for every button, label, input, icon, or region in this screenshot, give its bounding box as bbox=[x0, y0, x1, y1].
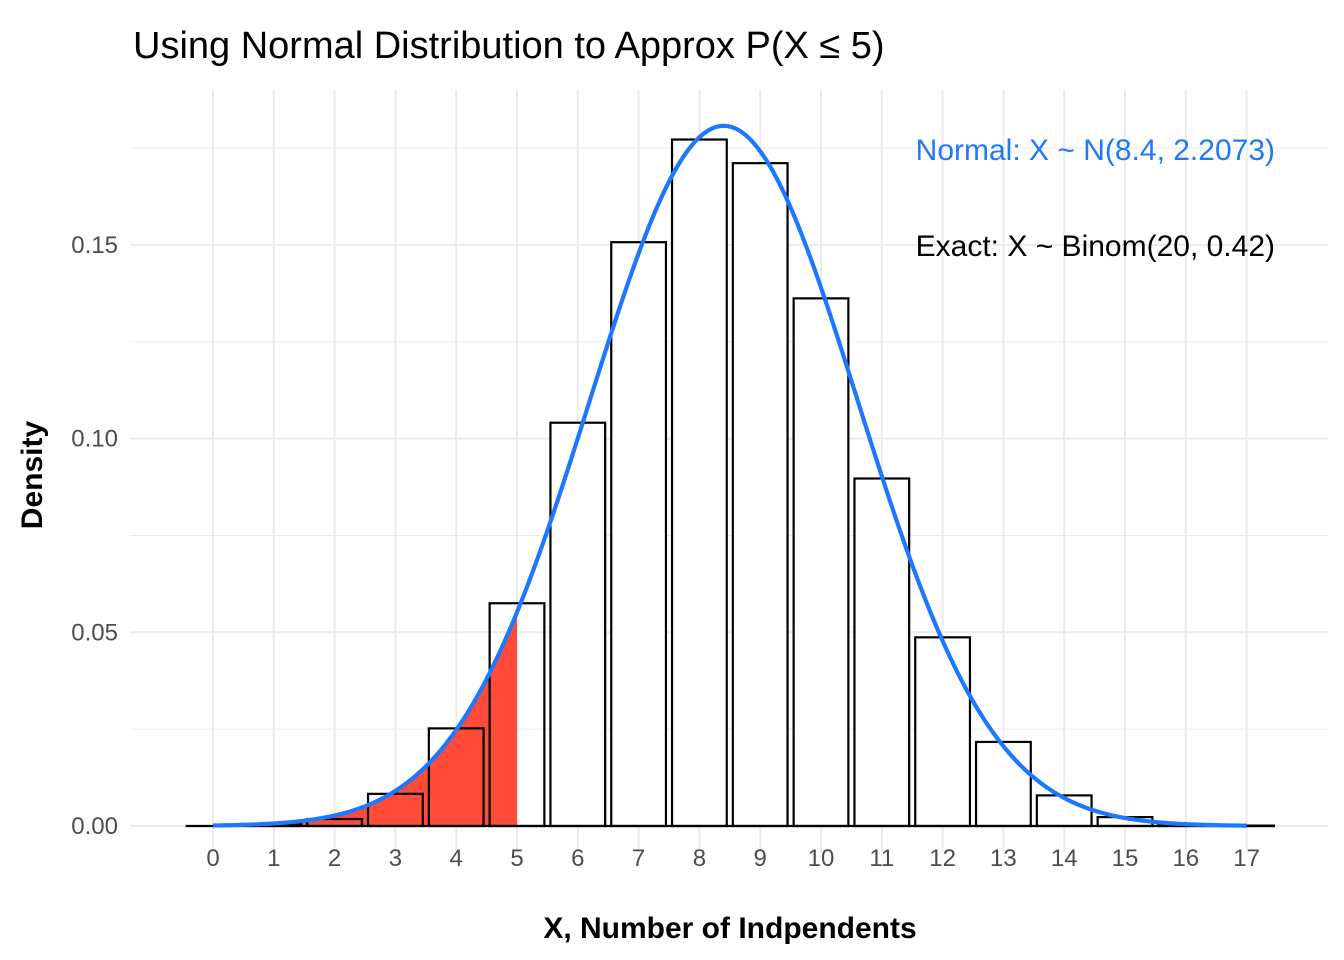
bar-x7 bbox=[610, 241, 668, 828]
x-tick-label: 3 bbox=[389, 845, 402, 872]
bar-x9 bbox=[731, 162, 789, 828]
x-tick-label: 9 bbox=[754, 845, 767, 872]
y-tick-label: 0.00 bbox=[71, 813, 118, 840]
normal-curve bbox=[212, 123, 1247, 828]
y-axis-title: Density bbox=[16, 421, 49, 530]
bar-x8 bbox=[670, 138, 728, 828]
x-tick-label: 6 bbox=[571, 845, 584, 872]
x-tick-label: 12 bbox=[929, 845, 956, 872]
shaded-area bbox=[213, 612, 517, 826]
grid bbox=[130, 90, 1328, 852]
bar-x14 bbox=[1035, 794, 1093, 828]
y-tick-label: 0.10 bbox=[71, 426, 118, 453]
bar-x6 bbox=[549, 421, 607, 828]
x-tick-label: 8 bbox=[693, 845, 706, 872]
x-tick-label: 17 bbox=[1233, 845, 1260, 872]
bar-x10 bbox=[792, 297, 850, 828]
x-tick-label: 11 bbox=[869, 845, 894, 872]
normal-annotation: Normal: X ~ N(8.4, 2.2073) bbox=[916, 134, 1275, 167]
x-tick-label: 7 bbox=[632, 845, 645, 872]
bar-x12 bbox=[914, 636, 972, 828]
exact-annotation: Exact: X ~ Binom(20, 0.42) bbox=[916, 230, 1275, 263]
x-tick-label: 13 bbox=[990, 845, 1017, 872]
chart-title: Using Normal Distribution to Approx P(X … bbox=[133, 25, 885, 67]
x-tick-label: 0 bbox=[206, 845, 219, 872]
y-tick-label: 0.15 bbox=[71, 232, 118, 259]
x-tick-label: 2 bbox=[328, 845, 341, 872]
x-tick-label: 16 bbox=[1172, 845, 1199, 872]
normal-curve-layer bbox=[212, 123, 1247, 828]
bar-x13 bbox=[974, 740, 1032, 828]
x-tick-label: 5 bbox=[510, 845, 523, 872]
x-axis-title: X, Number of Indpendents bbox=[543, 912, 916, 945]
shaded-region bbox=[213, 612, 517, 826]
x-tick-label: 4 bbox=[450, 845, 463, 872]
x-tick-label: 10 bbox=[808, 845, 835, 872]
x-tick-label: 14 bbox=[1051, 845, 1078, 872]
y-axis-ticks: 0.00 0.05 0.10 0.15 bbox=[71, 232, 118, 840]
bars bbox=[185, 138, 1276, 828]
x-tick-label: 1 bbox=[267, 845, 280, 872]
y-tick-label: 0.05 bbox=[71, 619, 118, 646]
x-tick-label: 15 bbox=[1112, 845, 1139, 872]
x-axis-ticks: 0 1 2 3 4 5 6 7 8 9 10 11 12 13 14 15 16 17 bbox=[206, 845, 1260, 872]
